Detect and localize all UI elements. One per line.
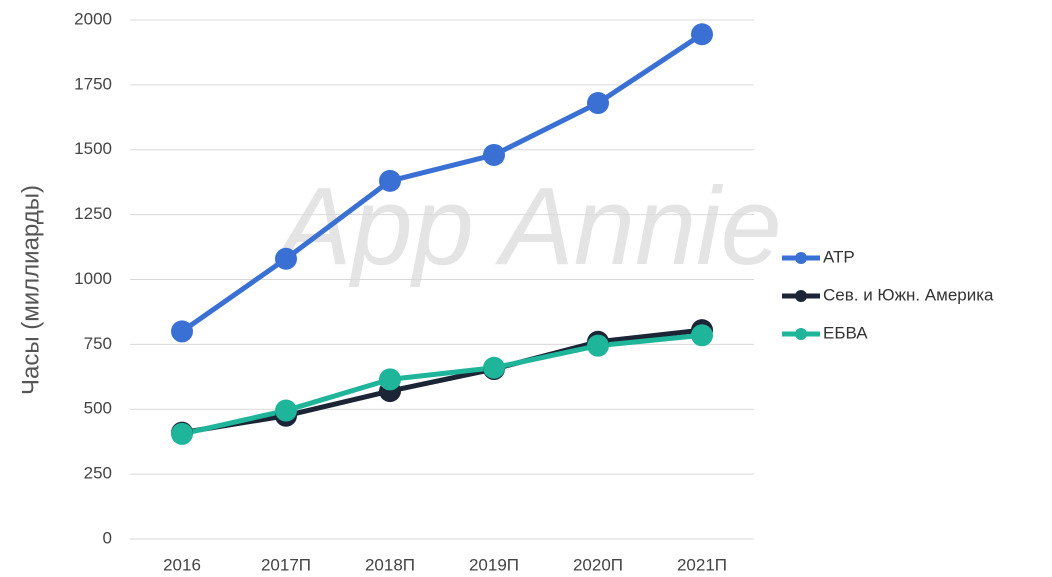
x-tick-label: 2019П: [469, 555, 519, 574]
legend-marker: [795, 328, 807, 340]
y-tick-label: 1250: [74, 204, 112, 223]
legend-marker: [795, 290, 807, 302]
data-point: [691, 23, 713, 46]
watermark: App Annie: [272, 165, 782, 288]
y-tick-label: 1000: [74, 269, 112, 288]
y-tick-label: 750: [84, 334, 112, 353]
data-point: [379, 169, 401, 192]
data-point: [275, 399, 297, 422]
data-point: [691, 324, 713, 347]
series-line: [181, 332, 703, 437]
x-tick-label: 2016: [163, 555, 201, 574]
legend-marker: [795, 252, 807, 264]
x-tick-label: 2018П: [365, 555, 415, 574]
legend-label: АТР: [823, 247, 855, 266]
y-tick-label: 1500: [74, 139, 112, 158]
series-line: [181, 327, 703, 436]
y-tick-label: 250: [84, 464, 112, 483]
x-tick-label: 2020П: [573, 555, 623, 574]
x-tick-label: 2021П: [677, 555, 727, 574]
data-point: [587, 334, 609, 357]
y-axis-label: Часы (миллиарды): [17, 185, 44, 395]
y-tick-label: 500: [84, 399, 112, 418]
legend-label: ЕБВА: [823, 323, 868, 342]
data-point: [275, 247, 297, 270]
x-tick-label: 2017П: [261, 555, 311, 574]
y-tick-label: 0: [103, 528, 112, 547]
y-tick-label: 2000: [74, 9, 112, 28]
data-point: [483, 356, 505, 379]
data-point: [171, 320, 193, 343]
series-line: [180, 32, 704, 334]
data-point: [379, 368, 401, 391]
data-point: [171, 422, 193, 445]
y-tick-label: 1750: [74, 74, 112, 93]
legend-label: Сев. и Южн. Америка: [823, 285, 994, 304]
data-point: [483, 143, 505, 166]
data-point: [587, 92, 609, 115]
